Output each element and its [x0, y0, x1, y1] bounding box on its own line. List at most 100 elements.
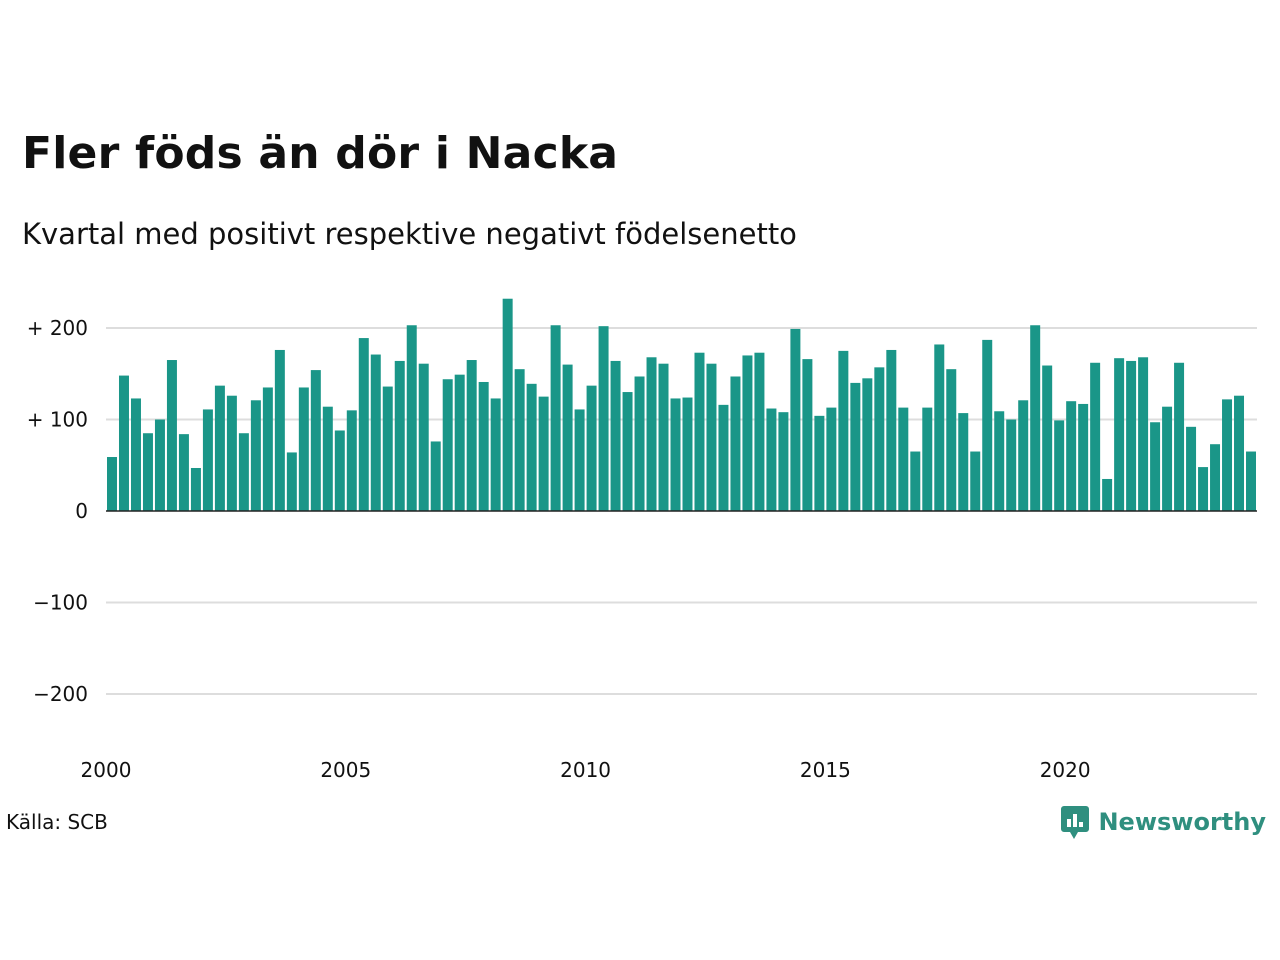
bar: [814, 415, 825, 511]
newsworthy-logo-icon: [1061, 806, 1090, 839]
bar: [622, 392, 633, 511]
bar: [826, 407, 837, 511]
bar: [982, 339, 993, 511]
bar: [670, 398, 681, 511]
bar: [754, 352, 765, 511]
bar: [394, 360, 405, 511]
bar: [1006, 419, 1017, 511]
bar: [406, 325, 417, 511]
bar: [1198, 467, 1209, 511]
bar: [250, 400, 261, 511]
bars: [107, 298, 1256, 511]
bar: [178, 434, 189, 511]
bar: [118, 375, 129, 511]
bar: [310, 370, 321, 511]
bar: [550, 325, 561, 511]
bar: [1102, 478, 1113, 511]
bar: [634, 376, 645, 511]
bar: [994, 411, 1005, 511]
bar: [202, 409, 213, 511]
bar: [658, 363, 669, 511]
chart-subtitle: Kvartal med positivt respektive negativt…: [22, 217, 797, 251]
bar: [358, 338, 369, 511]
bar: [646, 357, 657, 511]
bar: [682, 397, 693, 511]
bar: [922, 407, 933, 511]
y-tick-label: −200: [33, 682, 88, 706]
y-axis-labels: + 200 + 100 0 −100 −200: [27, 316, 88, 706]
x-tick-label: 2015: [800, 758, 851, 782]
y-tick-label: 0: [75, 499, 88, 523]
bar: [778, 412, 789, 511]
bar: [538, 396, 549, 511]
bar: [478, 381, 489, 511]
bar: [1090, 362, 1101, 511]
bar: [562, 364, 573, 511]
bar: [886, 349, 897, 511]
bar: [970, 451, 981, 511]
bar: [166, 360, 177, 511]
x-tick-label: 2010: [560, 758, 611, 782]
bar: [1234, 395, 1245, 511]
y-tick-label: −100: [33, 591, 88, 615]
bar: [130, 398, 141, 511]
bar: [1066, 401, 1077, 511]
bar: [1078, 403, 1089, 511]
bar: [226, 395, 237, 511]
bar: [154, 419, 165, 511]
bar: [1126, 360, 1137, 511]
bar-chart: + 200 + 100 0 −100 −200 2000 2005 2010 2015 2020: [27, 298, 1257, 782]
bar: [286, 452, 297, 511]
bar: [442, 379, 453, 511]
bar: [1150, 422, 1161, 511]
bar: [1030, 325, 1041, 511]
bar: [598, 326, 609, 511]
bar: [958, 413, 969, 511]
bar: [1186, 426, 1197, 511]
bar: [346, 410, 357, 511]
bar: [766, 408, 777, 511]
bar: [298, 387, 309, 511]
bar: [502, 298, 513, 511]
bar: [430, 441, 441, 511]
bar: [322, 406, 333, 511]
bar: [454, 374, 465, 511]
bar: [718, 404, 729, 511]
bar: [898, 407, 909, 511]
bar: [1018, 400, 1029, 511]
y-tick-label: + 100: [27, 408, 88, 432]
bar: [370, 354, 381, 511]
bar: [1174, 362, 1185, 511]
bar: [466, 360, 477, 511]
bar: [910, 451, 921, 511]
x-tick-label: 2020: [1040, 758, 1091, 782]
bar: [574, 409, 585, 511]
bar: [838, 350, 849, 511]
bar: [1042, 365, 1053, 511]
bar: [1210, 444, 1221, 511]
brand-name: Newsworthy: [1098, 808, 1266, 836]
bar: [418, 363, 429, 511]
bar: [934, 344, 945, 511]
bar: [862, 378, 873, 511]
bar: [874, 367, 885, 511]
x-axis-labels: 2000 2005 2010 2015 2020: [81, 758, 1091, 782]
x-tick-label: 2005: [320, 758, 371, 782]
chart-title: Fler föds än dör i Nacka: [22, 128, 619, 179]
bar: [610, 360, 621, 511]
bar: [850, 382, 861, 511]
y-tick-label: + 200: [27, 316, 88, 340]
newsworthy-brand[interactable]: Newsworthy: [1060, 804, 1266, 840]
bar: [790, 328, 801, 511]
bar: [142, 433, 153, 511]
x-tick-label: 2000: [81, 758, 132, 782]
bar: [274, 349, 285, 511]
gridlines: [106, 327, 1257, 695]
bar: [1246, 451, 1256, 511]
bar: [802, 359, 813, 511]
bar: [382, 386, 393, 511]
bar: [1162, 406, 1173, 511]
bar: [514, 369, 525, 511]
bar: [742, 355, 753, 511]
bar: [1138, 357, 1149, 511]
